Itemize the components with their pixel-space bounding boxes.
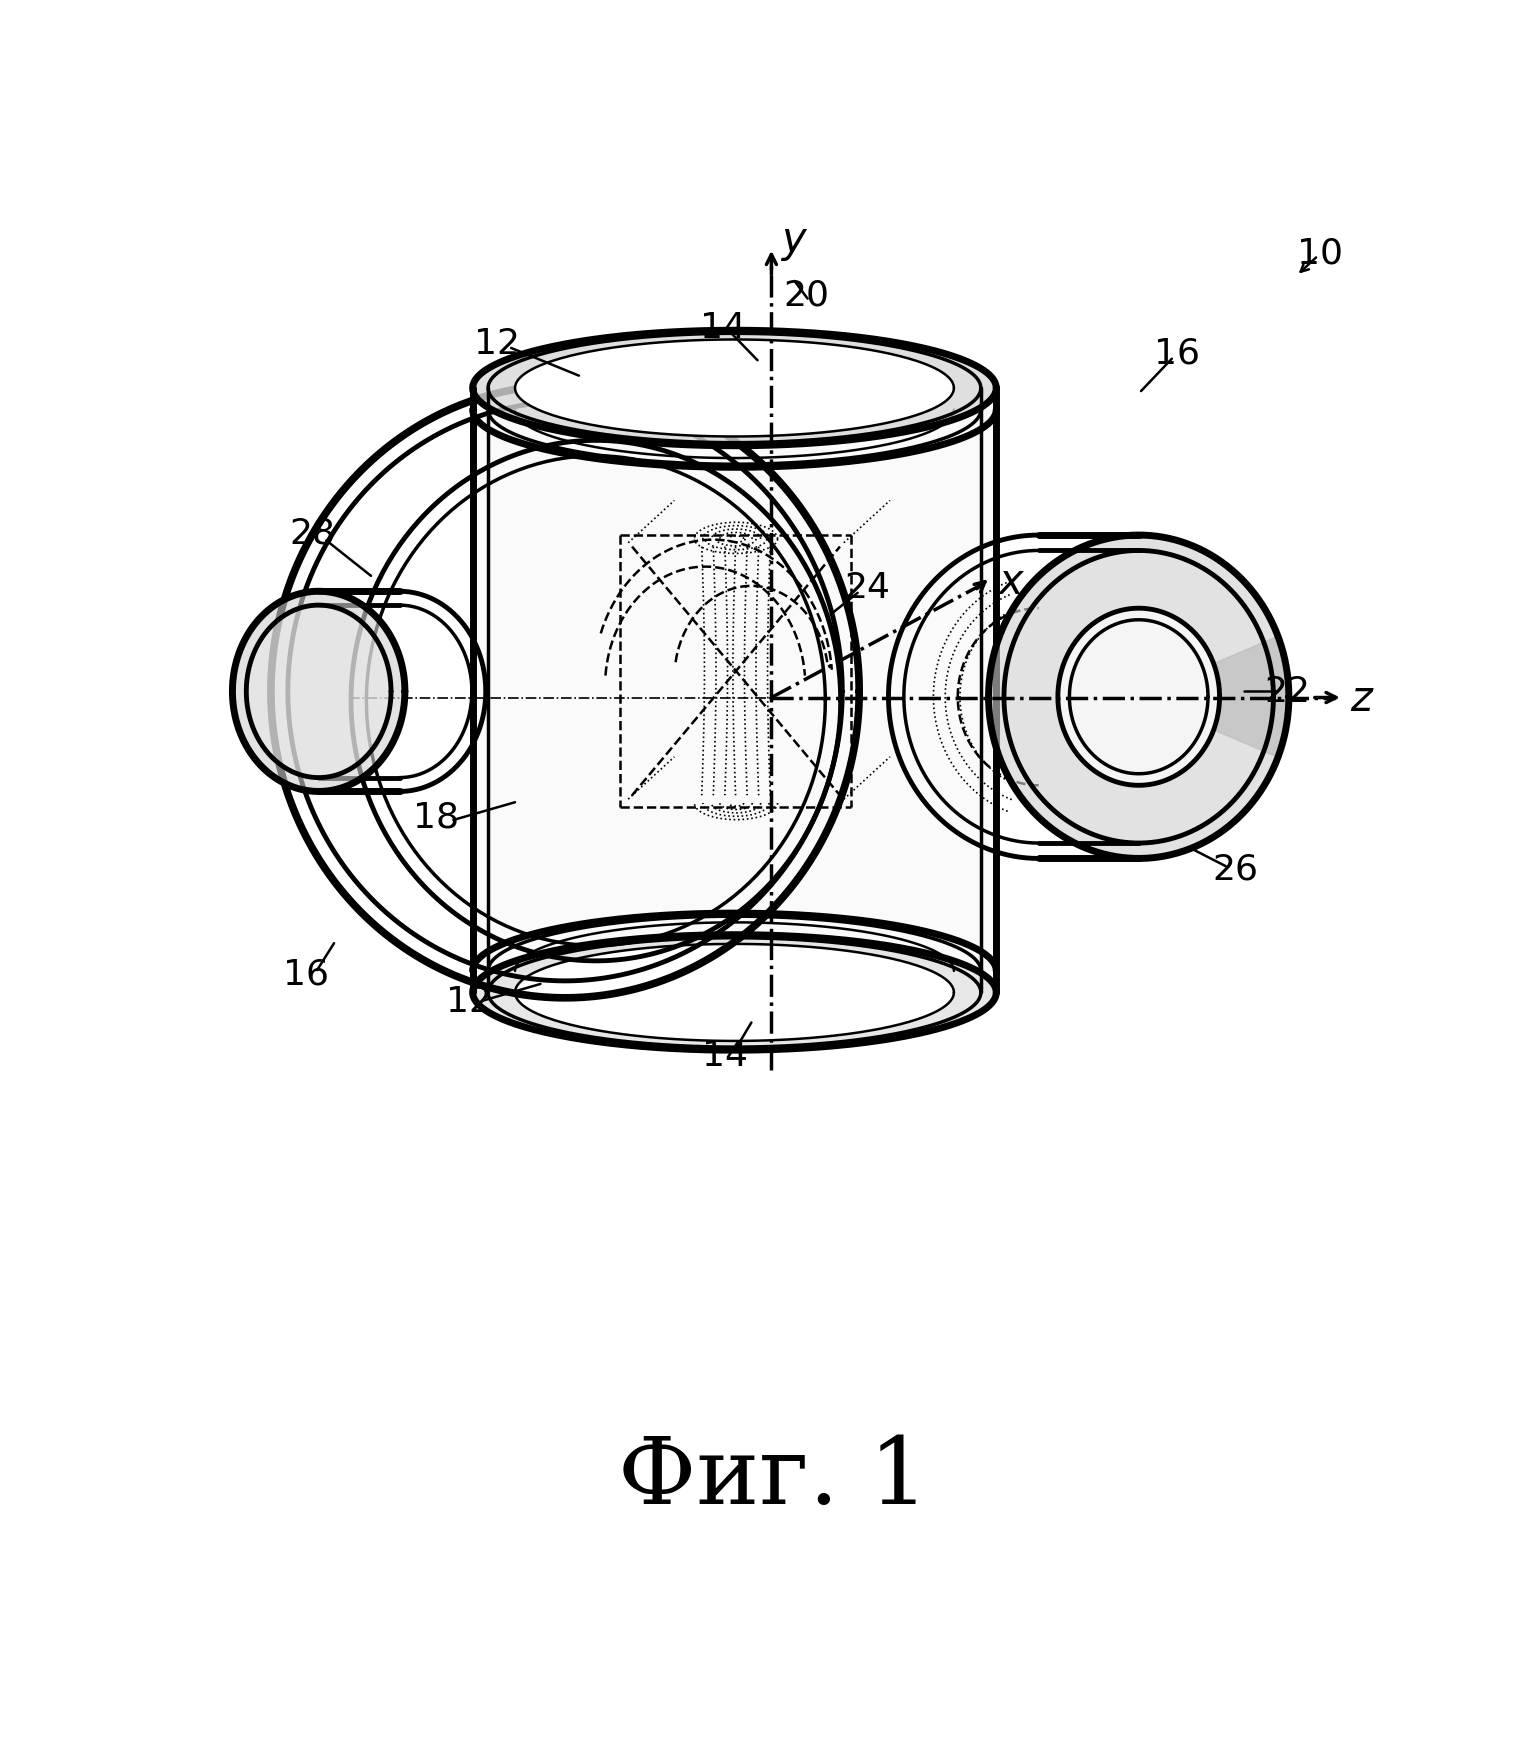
Polygon shape <box>989 536 1289 859</box>
Text: 26: 26 <box>1213 852 1259 885</box>
Text: 10: 10 <box>1297 237 1343 270</box>
Polygon shape <box>233 591 405 791</box>
Polygon shape <box>1058 609 1220 786</box>
Text: 14: 14 <box>701 311 747 344</box>
Text: 20: 20 <box>783 278 829 311</box>
Text: z: z <box>1351 676 1372 720</box>
Text: 24: 24 <box>843 570 889 603</box>
Text: 22: 22 <box>1265 675 1311 710</box>
Text: 12: 12 <box>474 327 520 360</box>
Text: 16: 16 <box>1154 336 1200 370</box>
Text: 18: 18 <box>412 800 458 833</box>
Text: 28: 28 <box>290 516 336 551</box>
Text: y: y <box>780 219 805 261</box>
Text: Фиг. 1: Фиг. 1 <box>618 1431 929 1522</box>
Polygon shape <box>472 330 996 447</box>
Polygon shape <box>515 341 954 436</box>
Polygon shape <box>474 410 995 972</box>
Text: x: x <box>998 562 1023 603</box>
Polygon shape <box>1214 636 1289 758</box>
Polygon shape <box>247 605 391 777</box>
Polygon shape <box>515 944 954 1042</box>
Text: 12: 12 <box>446 984 492 1019</box>
Text: 14: 14 <box>702 1038 748 1073</box>
Polygon shape <box>472 936 996 1050</box>
Text: 16: 16 <box>282 958 328 991</box>
